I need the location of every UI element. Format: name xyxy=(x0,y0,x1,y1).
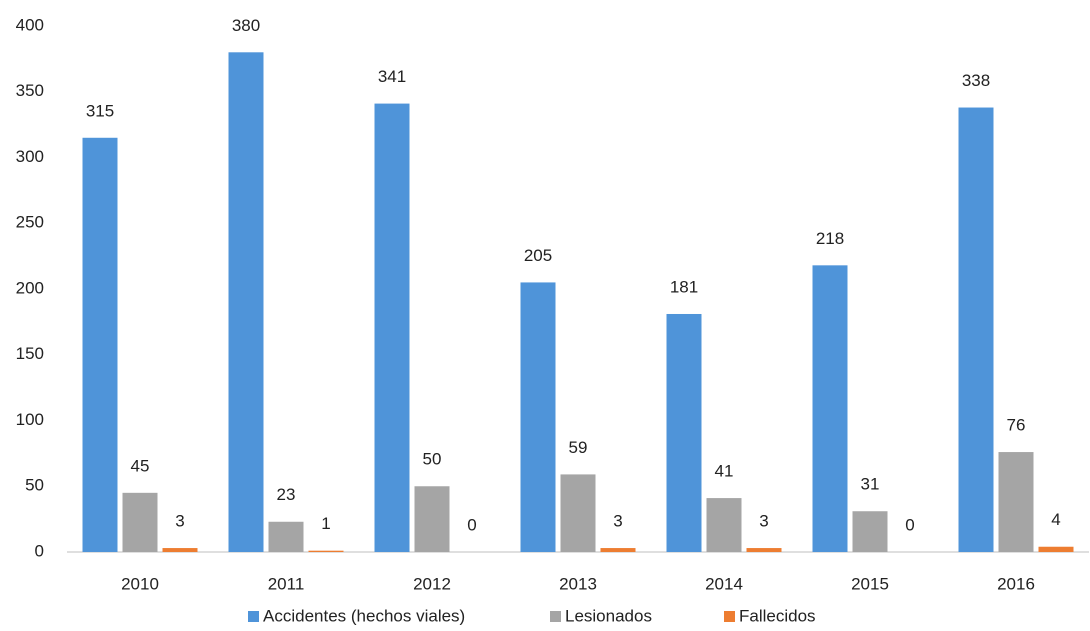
y-tick-label: 400 xyxy=(16,15,44,34)
bar xyxy=(308,550,344,552)
bar xyxy=(666,313,702,552)
data-label: 23 xyxy=(277,485,296,504)
data-label: 181 xyxy=(670,277,698,296)
bar xyxy=(706,498,742,552)
data-label: 341 xyxy=(378,67,406,86)
y-tick-label: 250 xyxy=(16,213,44,232)
x-tick-label: 2011 xyxy=(268,574,305,593)
bar xyxy=(228,52,264,553)
y-tick-label: 300 xyxy=(16,147,44,166)
bar xyxy=(82,137,118,552)
legend-label: Accidentes (hechos viales) xyxy=(263,606,465,625)
bar xyxy=(414,486,450,552)
legend-label: Fallecidos xyxy=(739,606,816,625)
bar xyxy=(560,474,596,552)
y-tick-label: 0 xyxy=(35,541,44,560)
data-label: 4 xyxy=(1051,510,1060,529)
x-tick-label: 2013 xyxy=(559,574,597,593)
data-label: 218 xyxy=(816,229,844,248)
bar xyxy=(374,103,410,553)
data-label: 45 xyxy=(131,456,150,475)
legend-swatch xyxy=(550,611,561,622)
bar xyxy=(1038,546,1074,552)
bar xyxy=(998,452,1034,552)
x-tick-label: 2012 xyxy=(413,574,451,593)
y-tick-label: 350 xyxy=(16,81,44,100)
bar xyxy=(958,107,994,552)
data-label: 338 xyxy=(962,71,990,90)
bar xyxy=(600,548,636,552)
data-label: 380 xyxy=(232,16,260,35)
bar xyxy=(268,521,304,552)
data-label: 315 xyxy=(86,101,114,120)
data-label: 3 xyxy=(759,512,768,531)
legend-swatch xyxy=(724,611,735,622)
bar xyxy=(746,548,782,552)
data-label: 59 xyxy=(569,438,588,457)
bar xyxy=(162,548,198,552)
data-label: 3 xyxy=(613,512,622,531)
data-label: 3 xyxy=(175,512,184,531)
data-label: 76 xyxy=(1007,416,1026,435)
bar xyxy=(122,492,158,552)
legend-swatch xyxy=(248,611,259,622)
data-label: 1 xyxy=(321,514,330,533)
data-label: 0 xyxy=(467,515,476,534)
x-tick-label: 2015 xyxy=(851,574,889,593)
bar xyxy=(852,511,888,552)
bar xyxy=(520,282,556,552)
data-label: 50 xyxy=(423,450,442,469)
y-tick-label: 100 xyxy=(16,410,44,429)
y-tick-label: 150 xyxy=(16,344,44,363)
bar xyxy=(812,265,848,552)
x-tick-label: 2014 xyxy=(705,574,743,593)
y-tick-label: 50 xyxy=(25,476,44,495)
legend-label: Lesionados xyxy=(565,606,652,625)
data-label: 41 xyxy=(715,462,734,481)
x-tick-label: 2016 xyxy=(997,574,1035,593)
data-label: 31 xyxy=(861,475,880,494)
data-label: 0 xyxy=(905,515,914,534)
x-tick-label: 2010 xyxy=(121,574,159,593)
data-label: 205 xyxy=(524,246,552,265)
y-tick-label: 200 xyxy=(16,278,44,297)
